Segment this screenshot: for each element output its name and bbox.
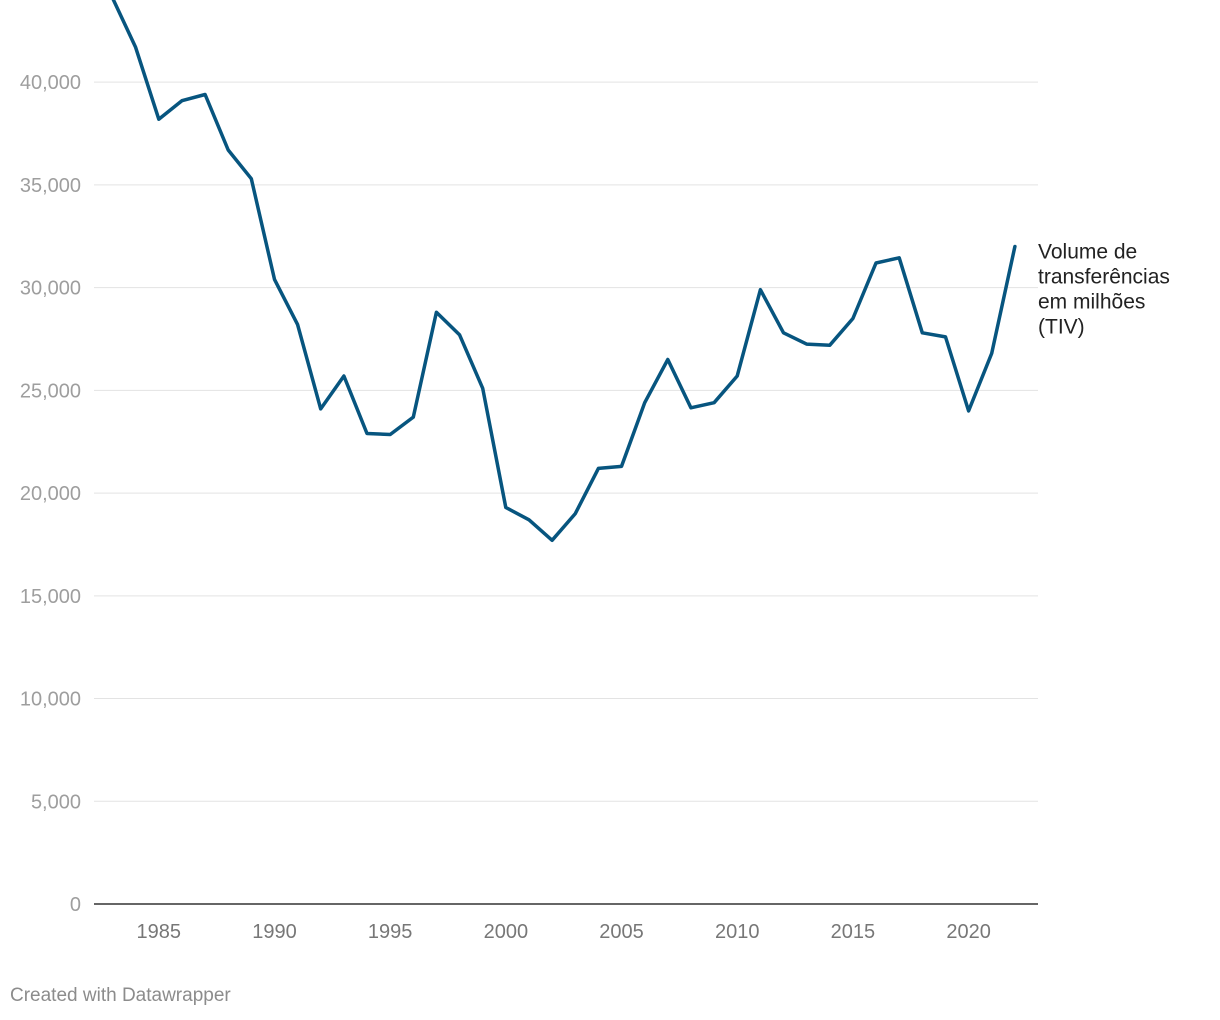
series-label-line: em milhões (1038, 291, 1145, 314)
y-tick-label: 35,000 (20, 175, 81, 197)
x-tick-label: 2015 (831, 921, 876, 943)
y-tick-label: 40,000 (20, 72, 81, 94)
x-tick-label: 2010 (715, 921, 760, 943)
y-tick-label: 0 (70, 894, 81, 916)
series-label-group: Volume de transferências em milhões (TIV) (1038, 241, 1170, 339)
y-tick-label: 15,000 (20, 586, 81, 608)
gridlines (94, 81, 1038, 802)
x-tick-label: 1990 (252, 921, 297, 943)
x-tick-label: 2005 (599, 921, 644, 943)
series-layer (111, 0, 1017, 543)
x-tick-label: 1995 (368, 921, 413, 943)
y-tick-label: 5,000 (31, 791, 81, 813)
series-label-line: (TIV) (1038, 316, 1085, 339)
series-label-line: Volume de (1038, 241, 1137, 264)
credit-text: Created with Datawrapper (10, 985, 231, 1006)
x-axis: 1985 1990 1995 2000 2005 2010 2015 2020 (94, 903, 1038, 943)
series-line (111, 0, 1017, 543)
y-axis: 0 5,000 10,000 15,000 20,000 25,000 30,000 35,0… (20, 72, 81, 916)
x-tick-label: 2000 (484, 921, 529, 943)
y-tick-label: 25,000 (20, 380, 81, 402)
y-tick-label: 20,000 (20, 483, 81, 505)
series-label-line: transferências (1038, 266, 1170, 289)
y-tick-label: 30,000 (20, 278, 81, 300)
x-tick-label: 1985 (137, 921, 182, 943)
line-chart: 0 5,000 10,000 15,000 20,000 25,000 30,000 35,0… (20, 0, 1170, 943)
y-tick-label: 10,000 (20, 689, 81, 711)
series-label: Volume de transferências em milhões (TIV) (1038, 241, 1170, 339)
x-tick-label: 2020 (946, 921, 991, 943)
